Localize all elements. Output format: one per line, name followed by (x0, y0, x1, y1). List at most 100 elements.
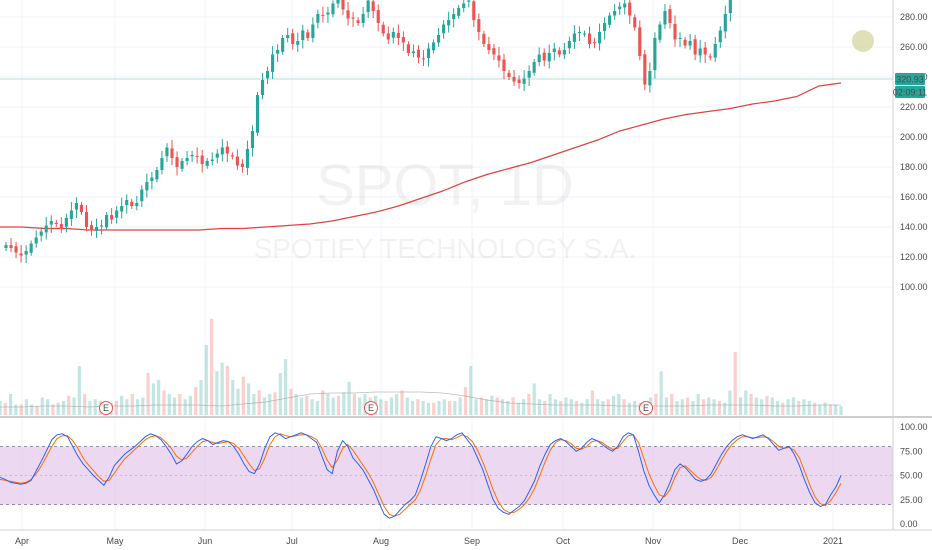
time-tick-label: Aug (373, 536, 389, 546)
candle-body (230, 155, 234, 157)
volume-bar (691, 401, 695, 415)
candle-body (366, 0, 370, 13)
volume-bar (199, 380, 203, 415)
volume-bar (278, 373, 282, 415)
candle-body (165, 147, 169, 157)
volume-bar (305, 395, 309, 415)
stoch-k-line (0, 432, 842, 519)
volume-bar (30, 404, 34, 415)
candle-body (286, 35, 290, 38)
volume-bar (728, 390, 732, 415)
volume-bar (447, 401, 452, 415)
volume-bar (506, 401, 510, 415)
candle-body (507, 72, 511, 77)
candle-body (74, 203, 78, 210)
candle-body (416, 49, 421, 58)
volume-bar (696, 394, 700, 415)
volume-bar (754, 397, 758, 415)
volume-bar (818, 404, 822, 415)
stochastic-scale[interactable]: 100.00 75.00 50.00 25.00 0.00 (900, 422, 928, 529)
candle-body (668, 9, 672, 23)
candle-body (552, 48, 556, 53)
candle-body (44, 225, 48, 233)
volume-bar (760, 399, 764, 415)
candle-body (316, 14, 320, 23)
volume-bar (46, 399, 50, 415)
candle-body (542, 52, 546, 61)
volume-bar (516, 402, 520, 415)
time-axis[interactable]: Apr May Jun Jul Aug Sep Oct Nov Dec 2021 (15, 536, 843, 546)
volume-bar (797, 401, 801, 415)
candle-body (4, 245, 8, 248)
candle-body (381, 24, 385, 34)
candle-body (291, 33, 295, 44)
candle-body (608, 15, 612, 25)
volume-bar (384, 401, 388, 415)
volume-bar (83, 394, 87, 415)
volume-bar (474, 399, 478, 415)
volume-bar (241, 376, 245, 415)
candle-body (497, 55, 501, 61)
volume-bar (14, 404, 18, 415)
candle-body (346, 10, 350, 19)
watermark-name: SPOTIFY TECHNOLOGY S.A. (254, 233, 637, 264)
volume-bar (56, 402, 60, 415)
candle-body (532, 62, 536, 73)
candle-body (296, 41, 300, 45)
candle-body (361, 14, 365, 23)
volume-bar (834, 404, 838, 415)
candle-body (512, 77, 516, 82)
candle-body (110, 215, 114, 220)
candle-body (321, 14, 325, 16)
candle-body (306, 32, 310, 38)
volume-bar (0, 401, 2, 415)
volume-bar (670, 394, 674, 415)
candle-body (255, 95, 260, 133)
volume-bar (490, 395, 494, 415)
volume-bar (183, 399, 187, 415)
candle-body (24, 251, 28, 255)
volume-bars (0, 318, 843, 415)
candle-body (618, 6, 622, 10)
time-tick-label: Jun (198, 536, 213, 546)
volume-bar (405, 397, 409, 415)
countdown-badge (895, 86, 925, 98)
volume-bar (749, 394, 753, 415)
candle-body (235, 156, 239, 166)
candle-body (205, 161, 209, 166)
candle-body (633, 17, 637, 28)
stoch-d-line (0, 433, 842, 517)
earnings-marker (364, 401, 378, 415)
volume-bar (654, 394, 658, 415)
volume-bar (680, 399, 684, 415)
candle-body (84, 212, 89, 227)
volume-bar (807, 401, 811, 415)
candle-body (447, 20, 451, 26)
candle-body (396, 32, 400, 38)
candle-body (135, 203, 139, 206)
candle-body (160, 158, 164, 170)
candle-body (467, 0, 471, 2)
time-tick-label: Apr (15, 536, 29, 546)
volume-bar (141, 397, 145, 415)
candle-body (69, 210, 73, 219)
candle-body (708, 56, 712, 58)
volume-bar (553, 399, 557, 415)
volume-bar (717, 401, 721, 415)
candle-body (442, 24, 446, 34)
candle-body (613, 11, 617, 16)
candle-body (115, 210, 119, 218)
price-tick-label: 220.00 (900, 102, 928, 112)
candle-body (411, 51, 415, 53)
time-tick-label: Jul (286, 536, 298, 546)
volume-bar (421, 401, 425, 415)
volume-bar (167, 394, 171, 415)
candle-body (673, 23, 677, 40)
earnings-marker (639, 401, 653, 415)
price-scale[interactable]: 360.00340.00320.00300.00280.00260.00240.… (900, 0, 928, 292)
countdown-label: 02:09:11 (893, 88, 927, 98)
marker-circle[interactable] (852, 30, 874, 52)
volume-bar (146, 373, 150, 415)
volume-bar (416, 399, 420, 415)
